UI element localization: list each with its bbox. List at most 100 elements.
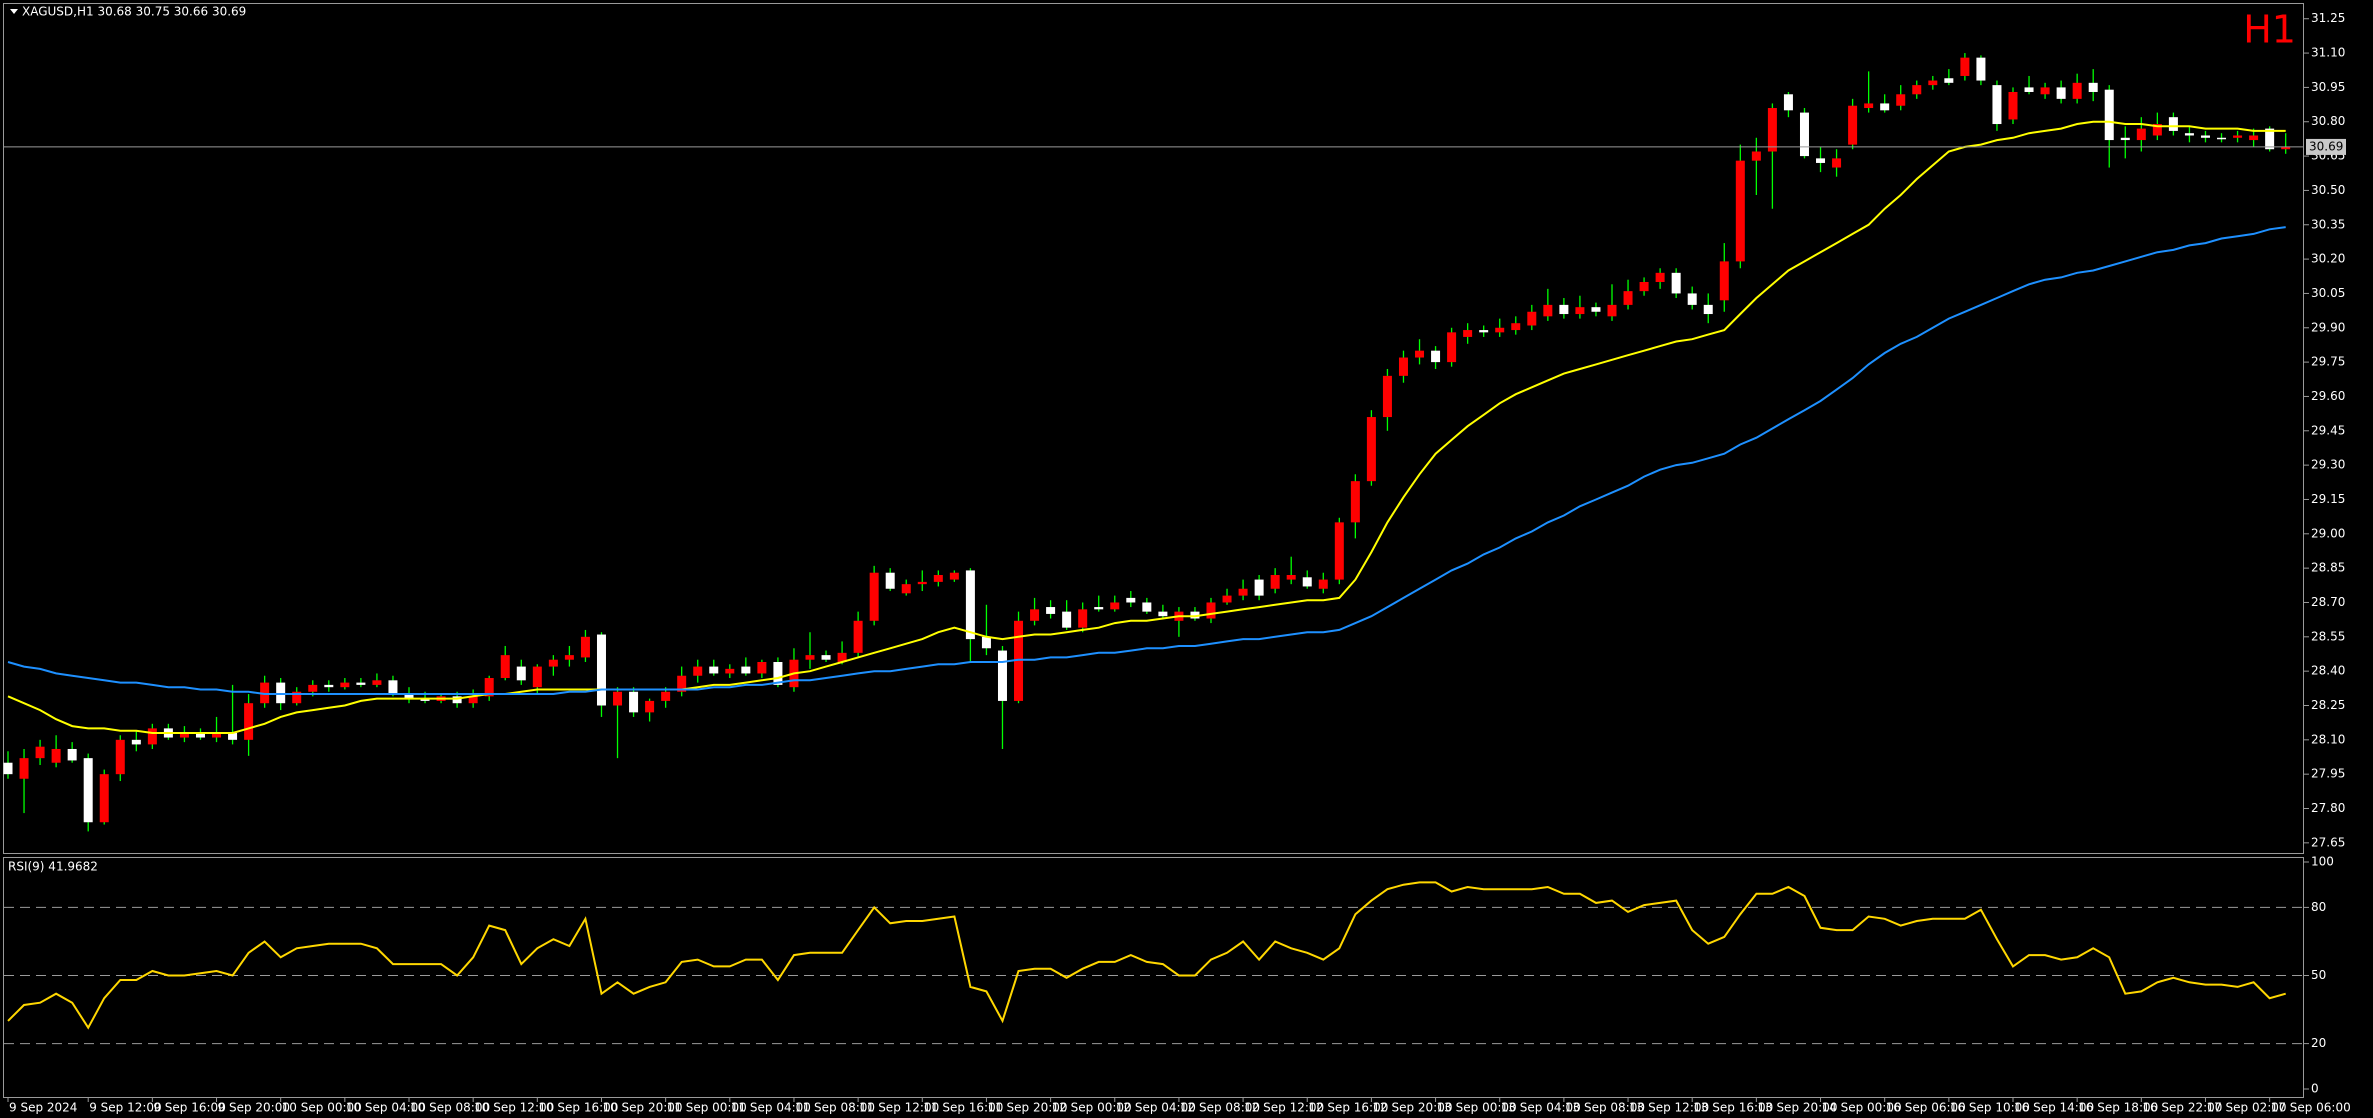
candle-body <box>115 739 125 775</box>
candle-body <box>260 682 270 704</box>
candle-body <box>2120 137 2130 141</box>
candle-body <box>1767 108 1777 152</box>
candle-body <box>1463 330 1473 337</box>
candle-body <box>677 675 687 692</box>
candle-body <box>725 668 735 674</box>
candle-body <box>1783 94 1793 111</box>
y-tick-label: 29.75 <box>2311 355 2345 369</box>
candle-body <box>2184 133 2194 136</box>
x-tick-label: 13 Sep 04:00 <box>1501 1101 1581 1115</box>
current-price-label: 30.69 <box>2309 139 2343 153</box>
candle-body <box>532 666 542 688</box>
x-tick-label: 17 Sep 06:00 <box>2271 1101 2351 1115</box>
candle-body <box>1142 602 1152 612</box>
x-tick-label: 13 Sep 20:00 <box>1757 1101 1837 1115</box>
candle-body <box>837 652 847 662</box>
x-tick-label: 9 Sep 20:00 <box>218 1101 290 1115</box>
candle-body <box>83 758 93 823</box>
candle-body <box>901 584 911 594</box>
candle-body <box>1014 620 1024 701</box>
candle-body <box>1286 575 1296 580</box>
rsi-pane-frame <box>3 857 2304 1098</box>
candle-body <box>292 691 302 704</box>
x-tick-label: 10 Sep 12:00 <box>474 1101 554 1115</box>
candle-body <box>1447 332 1457 363</box>
y-tick-label: 31.10 <box>2311 46 2345 60</box>
candle-body <box>2265 128 2275 150</box>
candle-body <box>1527 311 1537 326</box>
candle-body <box>2024 87 2034 92</box>
candle-body <box>131 739 141 745</box>
candle-body <box>1398 357 1408 376</box>
x-tick-label: 12 Sep 00:00 <box>1052 1101 1132 1115</box>
y-tick-label: 30.20 <box>2311 252 2345 266</box>
candle-body <box>1719 261 1729 301</box>
y-tick-label: 28.10 <box>2311 732 2345 746</box>
candle-body <box>1238 588 1248 596</box>
candle-body <box>1334 522 1344 580</box>
x-tick-label: 10 Sep 04:00 <box>346 1101 426 1115</box>
y-tick-label: 50 <box>2311 968 2326 982</box>
x-tick-label: 17 Sep 02:00 <box>2206 1101 2286 1115</box>
rsi-title: RSI(9) 41.9682 <box>8 860 98 874</box>
y-tick-label: 30.50 <box>2311 183 2345 197</box>
candle-body <box>1960 57 1970 76</box>
x-tick-label: 16 Sep 10:00 <box>1950 1101 2030 1115</box>
candle-body <box>997 650 1007 701</box>
candle-body <box>1366 417 1376 482</box>
candle-body <box>2168 117 2178 131</box>
candle-body <box>1671 272 1681 294</box>
candle-body <box>1078 609 1088 628</box>
y-tick-label: 30.95 <box>2311 80 2345 94</box>
candle-body <box>179 732 189 738</box>
y-tick-label: 28.25 <box>2311 698 2345 712</box>
candle-body <box>1126 597 1136 603</box>
candle-body <box>1431 350 1441 363</box>
candle-body <box>1864 103 1874 109</box>
candle-body <box>308 684 318 692</box>
x-tick-label: 10 Sep 00:00 <box>282 1101 362 1115</box>
candle-body <box>981 636 991 649</box>
candle-body <box>99 774 109 823</box>
candle-body <box>51 748 61 763</box>
candle-body <box>1158 611 1168 617</box>
x-tick-label: 9 Sep 2024 <box>9 1101 77 1115</box>
candle-body <box>1559 304 1569 315</box>
y-tick-label: 31.25 <box>2311 11 2345 25</box>
x-tick-label: 9 Sep 12:00 <box>89 1101 161 1115</box>
y-tick-label: 27.65 <box>2311 835 2345 849</box>
x-tick-label: 14 Sep 00:00 <box>1822 1101 1902 1115</box>
candle-body <box>147 728 157 745</box>
y-tick-label: 80 <box>2311 900 2326 914</box>
candle-body <box>741 666 751 674</box>
y-tick-label: 29.90 <box>2311 320 2345 334</box>
candle-body <box>1912 85 1922 95</box>
candle-body <box>2136 128 2146 141</box>
candle-body <box>885 572 895 589</box>
price-pane-frame <box>3 3 2304 854</box>
candle-body <box>853 620 863 653</box>
candle-body <box>564 655 574 660</box>
candle-body <box>1543 304 1553 317</box>
candle-body <box>1479 330 1489 333</box>
candle-body <box>1607 304 1617 317</box>
candle-body <box>709 666 719 674</box>
y-tick-label: 30.80 <box>2311 114 2345 128</box>
rsi-line <box>7 881 2286 1030</box>
candle-body <box>933 575 943 582</box>
candle-body <box>613 691 623 706</box>
candle-body <box>773 661 783 685</box>
x-tick-label: 12 Sep 16:00 <box>1308 1101 1388 1115</box>
candle-body <box>1944 78 1954 83</box>
candle-body <box>35 746 45 759</box>
candle-body <box>1206 602 1216 619</box>
symbol-menu-icon <box>10 9 18 14</box>
candle-body <box>468 696 478 704</box>
x-tick-label: 12 Sep 08:00 <box>1180 1101 1260 1115</box>
candle-body <box>388 680 398 695</box>
candle-body <box>2217 137 2227 140</box>
candle-body <box>372 680 382 685</box>
candle-body <box>1575 307 1585 315</box>
